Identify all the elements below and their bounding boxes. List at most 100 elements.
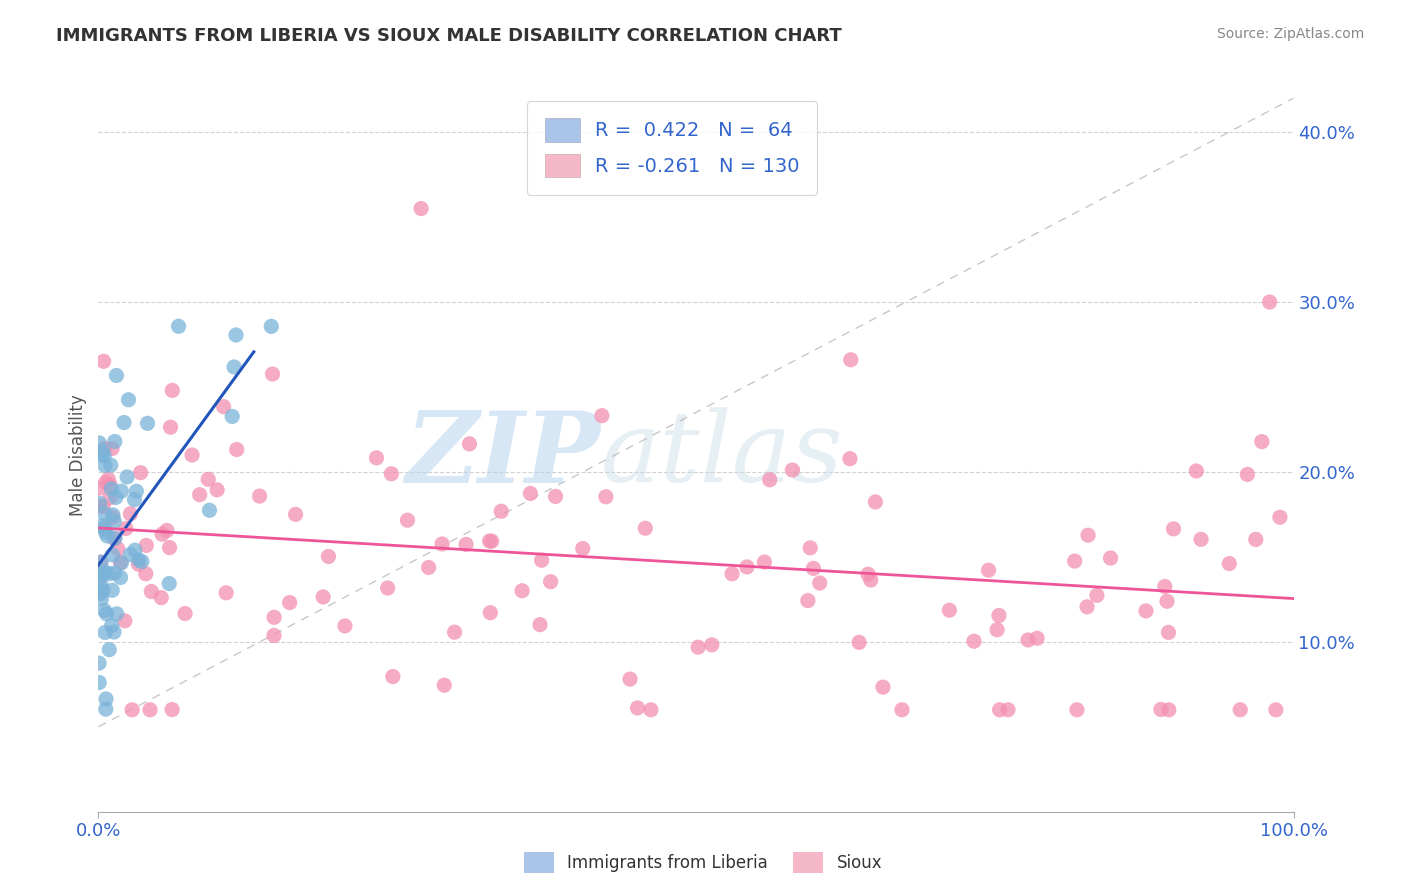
Point [619,672,641,686]
Point [808,576,831,591]
Point [540,574,562,589]
Point [159,541,181,555]
Text: IMMIGRANTS FROM LIBERIA VS SIOUX MALE DISABILITY CORRELATION CHART: IMMIGRANTS FROM LIBERIA VS SIOUX MALE DI… [56,27,842,45]
Point [856,567,879,582]
Point [110,484,132,499]
Point [634,521,657,535]
Point [162,384,184,398]
Point [128,553,150,567]
Point [98,478,121,492]
Point [90,555,112,569]
Point [103,566,125,580]
Point [174,607,197,621]
Point [94,702,117,716]
Point [249,489,271,503]
Point [100,618,122,632]
Y-axis label: Male Disability: Male Disability [69,394,87,516]
Point [688,640,710,655]
Point [1077,528,1099,542]
Point [90,591,112,606]
Point [987,608,1010,623]
Point [224,359,246,374]
Point [221,409,243,424]
Point [93,449,115,463]
Point [94,475,117,490]
Point [381,669,404,683]
Point [839,352,862,367]
Point [872,680,894,694]
Point [278,596,301,610]
Point [100,482,122,496]
Point [721,566,744,581]
Point [478,534,501,549]
Point [782,463,804,477]
Point [262,367,284,381]
Point [90,448,112,462]
Point [481,534,503,549]
Point [110,570,132,584]
Point [988,703,1011,717]
Point [848,635,870,649]
Point [1229,703,1251,717]
Point [101,508,124,522]
Point [489,504,512,518]
Point [377,581,399,595]
Point [479,606,502,620]
Point [626,701,648,715]
Point [90,578,112,592]
Point [986,623,1008,637]
Point [519,486,541,500]
Point [418,560,440,574]
Point [103,532,125,546]
Point [91,583,114,598]
Point [136,417,159,431]
Point [93,521,115,535]
Point [181,448,204,462]
Point [131,555,153,569]
Point [91,500,114,514]
Point [107,541,129,556]
Point [1026,631,1049,645]
Point [803,561,825,575]
Point [380,467,402,481]
Point [938,603,960,617]
Point [865,495,887,509]
Point [1244,533,1267,547]
Point [1264,703,1286,717]
Point [89,496,111,510]
Point [103,625,125,640]
Point [87,582,110,597]
Point [121,703,143,717]
Point [105,368,128,383]
Point [977,563,1000,577]
Point [105,607,128,621]
Point [1189,533,1212,547]
Point [156,524,179,538]
Point [141,584,163,599]
Point [124,492,146,507]
Point [640,703,662,717]
Point [1150,702,1173,716]
Point [90,566,112,581]
Point [160,702,183,716]
Point [1085,588,1108,602]
Point [93,566,115,581]
Point [91,518,114,533]
Point [94,524,117,539]
Point [93,603,115,617]
Point [318,549,340,564]
Point [1218,557,1240,571]
Point [104,434,127,449]
Point [215,586,238,600]
Point [98,642,121,657]
Text: Source: ZipAtlas.com: Source: ZipAtlas.com [1216,27,1364,41]
Point [188,488,211,502]
Point [1250,434,1272,449]
Point [167,319,190,334]
Point [89,500,111,514]
Point [530,553,553,567]
Point [735,560,758,574]
Legend: R =  0.422   N =  64, R = -0.261   N = 130: R = 0.422 N = 64, R = -0.261 N = 130 [527,101,817,194]
Point [91,567,114,582]
Point [366,450,388,465]
